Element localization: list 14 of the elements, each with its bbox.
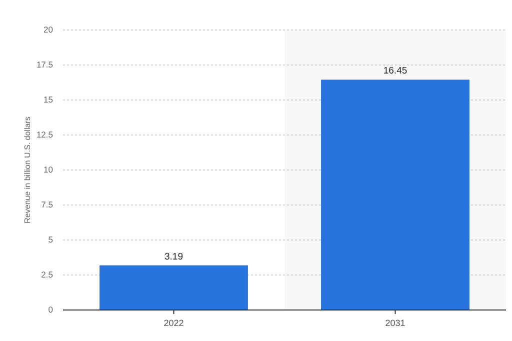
y-tick-label: 15: [44, 94, 54, 105]
y-tick-label: 10: [44, 164, 54, 175]
y-tick-label: 2.5: [41, 270, 54, 280]
data-label: 3.19: [164, 251, 183, 262]
y-tick-label: 0: [48, 304, 54, 315]
x-tick-label: 2022: [164, 318, 184, 328]
x-tick-label: 2031: [385, 318, 406, 328]
y-tick-label: 5: [48, 234, 54, 245]
y-tick-label: 20: [44, 24, 54, 35]
data-label: 16.45: [383, 66, 408, 77]
y-tick-label: 17.5: [36, 60, 54, 70]
y-axis-title: Revenue in billion U.S. dollars: [23, 116, 32, 224]
y-tick-label: 7.5: [41, 200, 54, 210]
y-tick-label: 12.5: [36, 130, 54, 140]
